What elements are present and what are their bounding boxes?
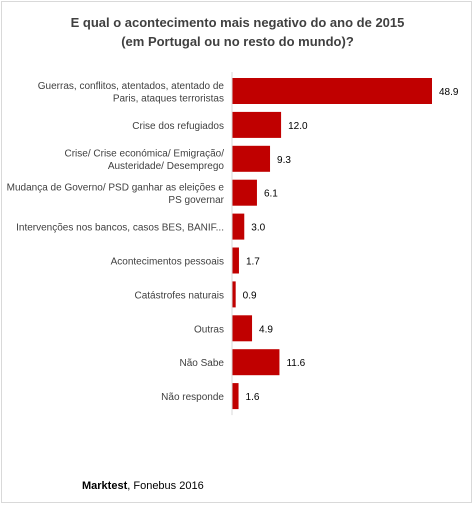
category-label-2-line-0: Crise/ Crise económica/ Emigração/ [65,149,225,160]
category-label-1-line-0: Crise dos refugiados [132,121,224,132]
bar-5 [232,247,239,274]
value-label-6: 0.9 [243,290,257,301]
bar-6 [232,281,236,308]
bar-8 [232,349,280,376]
category-label-8-line-0: Não Sabe [180,358,225,369]
value-label-8: 11.6 [286,358,305,369]
value-label-9: 1.6 [246,392,260,403]
source-detail: , Fonebus 2016 [127,480,204,492]
category-label-7-line-0: Outras [194,324,224,335]
bar-0 [232,78,432,104]
category-label-2-line-1: Austeridade/ Desemprego [108,161,225,172]
chart-title-line-2: (em Portugal ou no resto do mundo)? [121,34,354,49]
category-label-3-line-0: Mudança de Governo/ PSD ganhar as eleiçõ… [7,182,225,193]
category-label-0-line-1: Paris, ataques terroristas [113,93,224,104]
value-label-1: 12.0 [288,121,308,132]
category-label-5-line-0: Acontecimentos pessoais [111,257,224,268]
source-footer: Marktest, Fonebus 2016 [82,480,204,492]
bar-3 [232,179,257,206]
value-label-5: 1.7 [246,257,260,268]
category-label-0-line-0: Guerras, conflitos, atentados, atentado … [38,81,225,92]
category-label-9-line-0: Não responde [161,392,224,403]
bar-2 [232,145,271,172]
category-label-3-line-1: PS governar [168,195,224,206]
chart-title-line-1: E qual o acontecimento mais negativo do … [70,15,405,30]
bar-4 [232,213,245,240]
bar-1 [232,111,282,138]
bar-7 [232,315,253,342]
value-label-3: 6.1 [264,189,278,200]
value-label-4: 3.0 [251,223,265,234]
category-label-6-line-0: Catástrofes naturais [135,290,225,301]
chart-title: E qual o acontecimento mais negativo do … [0,13,475,51]
category-label-4-line-0: Intervenções nos bancos, casos BES, BANI… [16,223,224,234]
value-label-0: 48.9 [439,87,459,98]
value-label-7: 4.9 [259,324,273,335]
bar-9 [232,383,239,410]
value-label-2: 9.3 [277,155,291,166]
source-brand: Marktest [82,480,128,492]
